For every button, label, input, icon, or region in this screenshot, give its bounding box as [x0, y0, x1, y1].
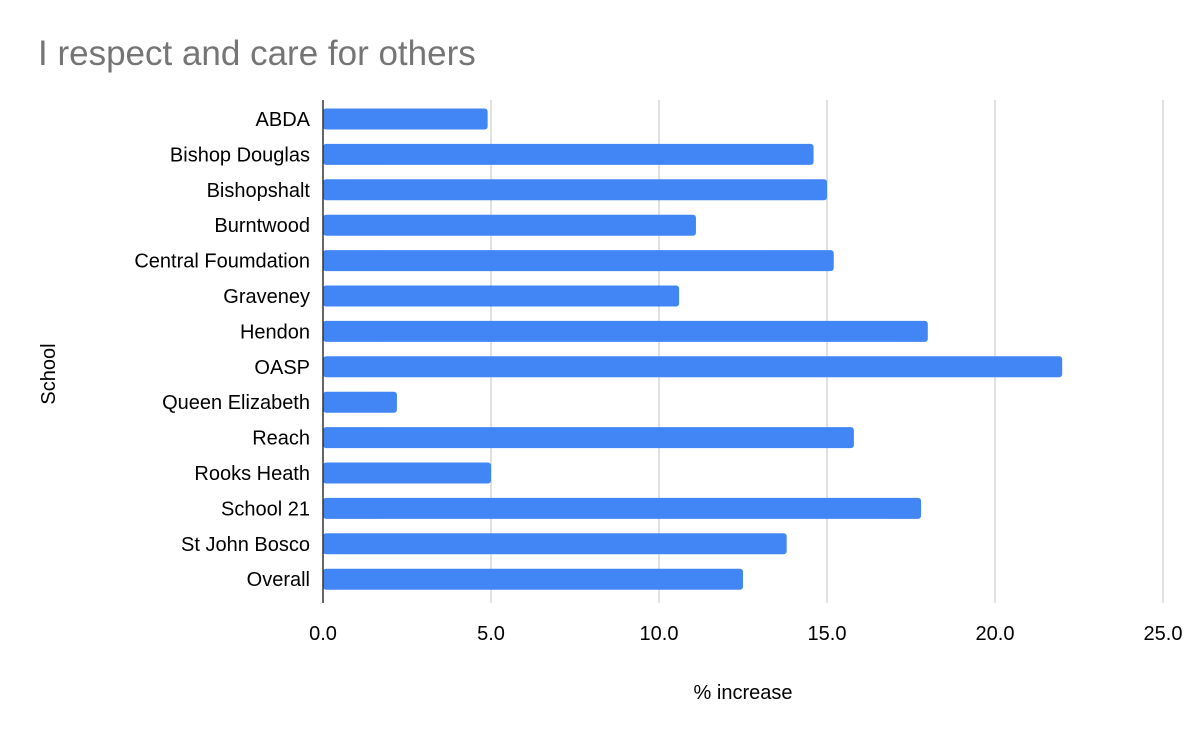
x-tick-label: 15.0 [808, 623, 847, 645]
bar [323, 462, 491, 484]
x-axis-title: % increase [694, 682, 793, 704]
bar [323, 533, 787, 555]
bar [323, 427, 854, 449]
bar [323, 497, 922, 519]
x-tick-label: 10.0 [640, 623, 679, 645]
bar [323, 356, 1063, 378]
bar [323, 214, 696, 236]
bar [323, 179, 827, 201]
grid-lines [490, 100, 1164, 603]
y-category-label: School 21 [221, 498, 310, 520]
x-tick-label: 25.0 [1144, 623, 1183, 645]
labels: 0.0 5.0 10.0 15.0 20.0 25.0 ABDA Bishop Douglas… [38, 109, 1182, 704]
y-category-label: Queen Elizabeth [162, 392, 310, 414]
y-category-label: Bishop Douglas [170, 144, 310, 166]
y-category-label: Bishopshalt [207, 180, 311, 202]
y-category-label: Central Foumdation [134, 251, 310, 273]
y-category-label: ABDA [256, 109, 311, 131]
y-axis-title: School [38, 343, 60, 404]
chart-title: I respect and care for others [38, 34, 476, 73]
bar [323, 108, 488, 130]
y-category-label: Burntwood [214, 215, 310, 237]
bar [323, 568, 743, 590]
bar [323, 320, 928, 342]
y-category-label: Overall [247, 569, 310, 591]
y-category-label: St John Bosco [181, 534, 310, 556]
bar [323, 143, 814, 165]
y-category-label: Hendon [240, 321, 310, 343]
x-tick-label: 0.0 [309, 623, 337, 645]
bars [323, 108, 1063, 590]
bar [323, 250, 834, 272]
bar [323, 391, 397, 413]
y-category-label: OASP [254, 357, 310, 379]
y-category-label: Graveney [223, 286, 310, 308]
bar [323, 285, 680, 307]
y-category-label: Rooks Heath [194, 463, 310, 485]
x-tick-label: 5.0 [477, 623, 505, 645]
x-tick-label: 20.0 [976, 623, 1015, 645]
y-category-label: Reach [252, 428, 310, 450]
